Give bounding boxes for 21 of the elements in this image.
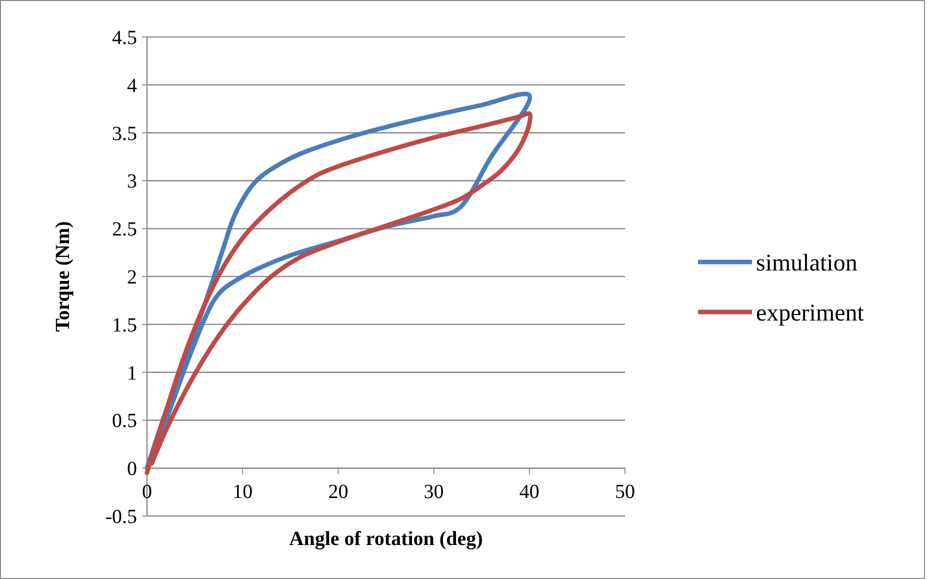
y-tick-label: 4.5 bbox=[112, 27, 137, 49]
y-tick-label: 3 bbox=[127, 170, 137, 193]
y-tick-label: 2.5 bbox=[112, 218, 137, 241]
y-tick-label: 3.5 bbox=[112, 122, 137, 145]
x-tick-label: 50 bbox=[615, 481, 635, 504]
x-tick-label: 30 bbox=[424, 481, 444, 504]
y-tick-label: 1 bbox=[127, 362, 137, 384]
x-tick-label: 10 bbox=[232, 481, 253, 504]
y-tick-label: 4 bbox=[127, 74, 137, 97]
y-tick-label: 0 bbox=[127, 458, 137, 480]
legend-label: experiment bbox=[756, 300, 864, 326]
y-tick-label: 1.5 bbox=[112, 314, 137, 336]
x-tick-label: 0 bbox=[142, 481, 152, 504]
legend-label: simulation bbox=[756, 250, 858, 276]
x-tick-label: 20 bbox=[328, 481, 348, 504]
y-tick-label: 0.5 bbox=[112, 410, 137, 432]
x-axis-title: Angle of rotation (deg) bbox=[289, 528, 483, 550]
y-tick-label: 2 bbox=[127, 266, 137, 288]
y-tick-label: -0.5 bbox=[105, 506, 137, 528]
x-tick-label: 40 bbox=[519, 481, 540, 504]
y-axis-title: Torque (Nm) bbox=[52, 221, 74, 332]
